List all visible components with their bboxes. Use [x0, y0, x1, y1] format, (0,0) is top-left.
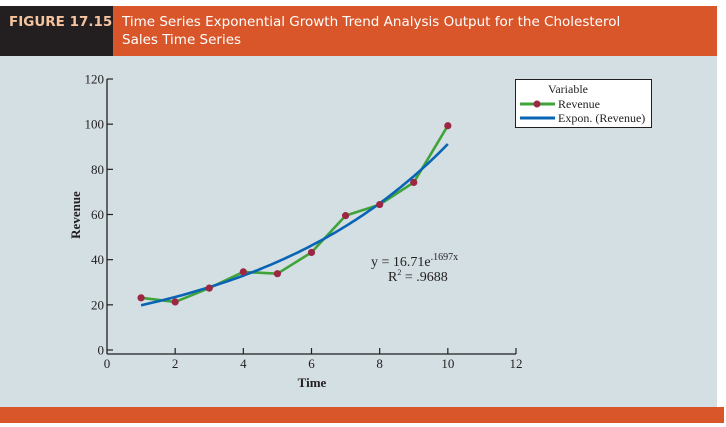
svg-text:y = 16.71e.1697x: y = 16.71e.1697x [371, 252, 458, 270]
revenue-data-point [273, 270, 282, 278]
revenue-data-point [376, 200, 384, 209]
revenue-data-point [410, 178, 418, 187]
revenue-data-point [171, 298, 179, 306]
x-tick-label: 2 [172, 356, 179, 371]
x-tick-label: 10 [441, 356, 454, 371]
y-axis-title: Revenue [68, 191, 83, 239]
x-tick-label: 12 [510, 356, 523, 371]
revenue-data-point [444, 122, 452, 130]
figure-title-line-1: Time Series Exponential Growth Trend Ana… [122, 14, 621, 30]
y-tick-label: 100 [85, 117, 105, 132]
revenue-data-point [341, 212, 350, 220]
x-tick-label: 0 [104, 356, 111, 371]
figure-label: FIGURE 17.15 [0, 6, 113, 56]
bottom-accent-bar [0, 407, 724, 423]
x-axis-title: Time [298, 375, 327, 390]
revenue-data-point [239, 268, 247, 276]
r2-prefix: R [388, 270, 398, 285]
svg-text:R2 = .9688: R2 = .9688 [388, 268, 448, 285]
legend-revenue-label: Revenue [558, 97, 600, 111]
r2-superscript: 2 [397, 268, 401, 277]
x-tick-label: 6 [308, 356, 315, 371]
legend: Variable Revenue Expon. (Revenue) [515, 79, 652, 128]
y-tick-label: 60 [91, 207, 104, 222]
revenue-data-point [205, 284, 213, 292]
y-tick-label: 120 [85, 72, 105, 87]
exponential-trendline [140, 143, 449, 307]
legend-revenue-marker-icon [533, 100, 541, 108]
y-tick-label: 0 [98, 343, 105, 358]
legend-title: Variable [548, 82, 588, 96]
revenue-series-line [140, 125, 449, 304]
equation-prefix: y = 16.71e [371, 255, 431, 270]
equation-exponent: .1697x [431, 252, 459, 263]
x-tick-label: 4 [240, 356, 247, 371]
y-tick-label: 20 [91, 297, 104, 312]
figure-title: Time Series Exponential Growth Trend Ana… [113, 6, 717, 56]
series-layer [137, 122, 452, 307]
revenue-data-point [137, 294, 145, 302]
trend-equation: y = 16.71e.1697x R2 = .9688 [371, 252, 458, 285]
r2-value: = .9688 [401, 270, 447, 285]
revenue-data-point [307, 248, 316, 257]
axes [106, 79, 516, 355]
y-tick-label: 40 [91, 252, 104, 267]
x-tick-label: 8 [376, 356, 383, 371]
figure-title-line-2: Sales Time Series [122, 32, 242, 48]
y-tick-label: 80 [91, 162, 104, 177]
legend-trend-label: Expon. (Revenue) [558, 111, 645, 125]
